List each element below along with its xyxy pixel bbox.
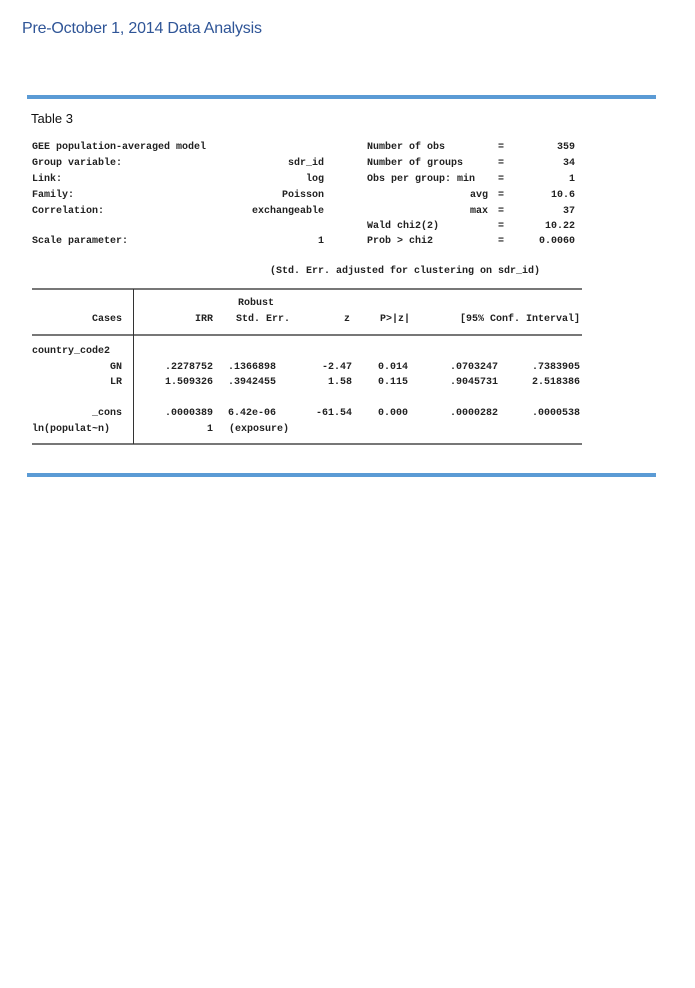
obs-max-label: max	[469, 206, 488, 217]
model-header-right: Number of obs = 359 Number of groups = 3…	[0, 142, 695, 720]
row-ci-low: .0000282	[449, 408, 498, 419]
obs-min-value: 1	[568, 174, 575, 185]
page-title: Pre-October 1, 2014 Data Analysis	[22, 20, 262, 37]
clustering-note: (Std. Err. adjusted for clustering on sd…	[270, 266, 541, 277]
num-groups-eq: =	[498, 158, 505, 169]
wald-chi2-eq: =	[498, 221, 505, 232]
scale-parameter-label: Scale parameter:	[32, 236, 129, 247]
link-value: log	[305, 174, 324, 185]
group-variable-label: Group variable:	[32, 158, 123, 169]
row-p: 0.115	[377, 377, 408, 388]
table-label: Table 3	[31, 111, 73, 126]
num-obs-value: 359	[556, 142, 575, 153]
obs-min-label: Obs per group: min	[367, 174, 476, 185]
row-name: GN	[109, 362, 122, 373]
num-groups-value: 34	[562, 158, 575, 169]
row-ci-low: .9045731	[449, 377, 498, 388]
header-irr: IRR	[194, 314, 213, 325]
num-groups-label: Number of groups	[367, 158, 464, 169]
row-z: 1.58	[327, 377, 352, 388]
obs-max-eq: =	[498, 206, 505, 217]
row-se: (exposure)	[229, 424, 290, 435]
header-cases: Cases	[91, 314, 122, 325]
correlation-value: exchangeable	[251, 206, 324, 217]
scale-parameter-value: 1	[317, 236, 324, 247]
header-robust: Robust	[237, 298, 274, 309]
row-ci-high: .0000538	[531, 408, 580, 419]
row-irr: 1	[206, 424, 213, 435]
header-p: P>|z|	[379, 314, 410, 325]
row-irr: .2278752	[164, 362, 213, 373]
table-row: GN .2278752 .1366898 -2.47 0.014 .070324…	[0, 362, 695, 988]
row-ci-low: .0703247	[449, 362, 498, 373]
table-bottom-rule	[32, 443, 582, 445]
obs-avg-label: avg	[469, 190, 488, 201]
header-stderr: Std. Err.	[235, 314, 290, 325]
row-ci-high: 2.518386	[531, 377, 580, 388]
wald-chi2-label: Wald chi2(2)	[367, 221, 440, 232]
row-name: LR	[109, 377, 122, 388]
correlation-label: Correlation:	[32, 206, 105, 217]
model-name: GEE population-averaged model	[32, 142, 207, 153]
prob-chi2-value: 0.0060	[538, 236, 575, 247]
obs-avg-value: 10.6	[550, 190, 575, 201]
regression-table: Robust Cases IRR Std. Err. z P>|z| [95% …	[0, 298, 695, 988]
row-name: ln(populat~n)	[32, 424, 111, 435]
table-header-rule	[32, 334, 582, 336]
row-z: -61.54	[315, 408, 352, 419]
top-divider-bar	[27, 95, 656, 99]
link-label: Link:	[32, 174, 63, 185]
prob-chi2-label: Prob > chi2	[367, 236, 434, 247]
model-header-left: GEE population-averaged model Group vari…	[0, 0, 695, 272]
family-label: Family:	[32, 190, 75, 201]
row-name: _cons	[91, 408, 122, 419]
prob-chi2-eq: =	[498, 236, 505, 247]
group-variable-value: sdr_id	[287, 158, 324, 169]
obs-avg-eq: =	[498, 190, 505, 201]
row-p: 0.000	[377, 408, 408, 419]
header-z: z	[343, 314, 350, 325]
obs-min-eq: =	[498, 174, 505, 185]
table-top-rule	[32, 288, 582, 290]
row-z: -2.47	[321, 362, 352, 373]
row-irr: .0000389	[164, 408, 213, 419]
group-label: country_code2	[32, 346, 111, 357]
family-value: Poisson	[281, 190, 324, 201]
row-se: 6.42e-06	[227, 408, 276, 419]
header-ci: [95% Conf. Interval]	[459, 314, 580, 325]
table-column-divider	[133, 289, 134, 444]
row-se: .3942455	[227, 377, 276, 388]
row-irr: 1.509326	[164, 377, 213, 388]
num-obs-label: Number of obs	[367, 142, 446, 153]
bottom-divider-bar	[27, 473, 656, 477]
row-p: 0.014	[377, 362, 408, 373]
wald-chi2-value: 10.22	[544, 221, 575, 232]
obs-max-value: 37	[562, 206, 575, 217]
row-ci-high: .7383905	[531, 362, 580, 373]
num-obs-eq: =	[498, 142, 505, 153]
row-se: .1366898	[227, 362, 276, 373]
